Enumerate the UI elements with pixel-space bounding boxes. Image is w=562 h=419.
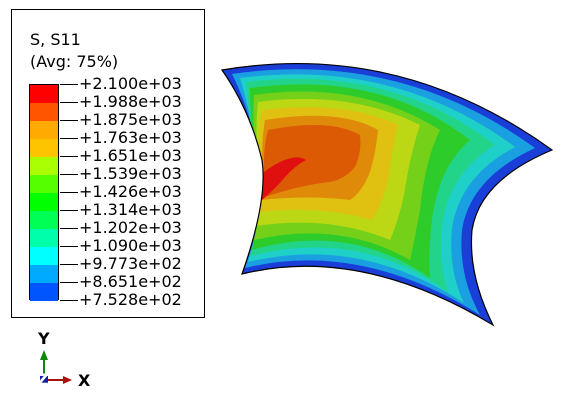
- stress-contours: [200, 30, 562, 340]
- z-axis-label: Z: [37, 370, 49, 389]
- x-axis-arrowhead: [63, 376, 72, 384]
- y-axis-arrowhead: [40, 350, 48, 360]
- x-axis-label: X: [78, 371, 91, 390]
- y-axis-label: Y: [37, 329, 50, 348]
- axis-triad: Y X Z: [37, 329, 91, 390]
